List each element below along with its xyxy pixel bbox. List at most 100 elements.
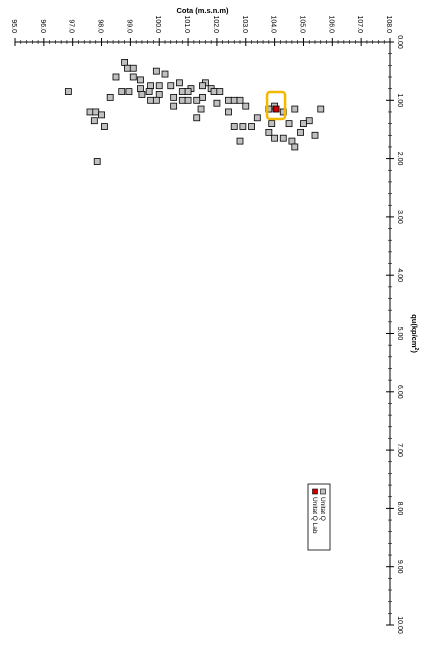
qu-axis-title-sup: 2 xyxy=(413,348,419,351)
cota-tick-label: 95.0 xyxy=(10,19,17,33)
data-point-unitat-q xyxy=(161,70,169,78)
data-point-unitat-q xyxy=(98,111,105,119)
cota-tick-label: 105.0 xyxy=(298,15,305,33)
data-point-unitat-q xyxy=(297,128,304,136)
legend-swatch xyxy=(312,488,318,495)
data-point-unitat-q xyxy=(193,96,201,104)
qu-tick-label: 1.00 xyxy=(396,93,403,107)
qu-tick-label: 4.00 xyxy=(396,268,403,282)
cota-tick-label: 97.0 xyxy=(68,19,75,33)
data-point-unitat-q xyxy=(305,117,313,125)
cota-tick-label: 104.0 xyxy=(270,15,277,33)
data-point-unitat-q xyxy=(210,88,218,95)
cota-tick-label: 108.0 xyxy=(385,15,392,33)
data-point-unitat-q xyxy=(129,64,137,72)
data-point-unitat-q xyxy=(178,88,186,95)
cota-tick-label: 99.0 xyxy=(125,19,132,33)
data-point-unitat-q xyxy=(90,117,98,125)
data-point-unitat-q xyxy=(64,88,72,95)
data-point-unitat-q xyxy=(121,59,129,66)
data-point-unitat-q xyxy=(147,96,154,104)
qu-axis-title: qu(kp/cm2) xyxy=(410,314,419,353)
qu-tick-label: 0.00 xyxy=(396,35,403,49)
data-point-unitat-q xyxy=(184,96,192,104)
data-point-unitat-q xyxy=(155,82,163,90)
data-point-unitat-q xyxy=(317,105,325,113)
data-point-unitat-q xyxy=(93,158,101,165)
cota-tick-label: 98.0 xyxy=(97,19,104,33)
qu-tick-label: 10.00 xyxy=(396,616,403,634)
data-point-unitat-q xyxy=(106,93,114,101)
data-point-unitat-q xyxy=(101,123,108,130)
qu-tick-label: 9.00 xyxy=(396,560,403,574)
qu-axis-title-tail: ) xyxy=(410,350,419,353)
data-point-unitat-q xyxy=(199,93,206,101)
data-point-unitat-q xyxy=(271,134,279,142)
qu-tick-label: 6.00 xyxy=(396,385,403,399)
data-point-unitat-q xyxy=(242,102,250,110)
data-point-unitat-q xyxy=(170,102,178,110)
data-point-unitat-q xyxy=(155,91,163,98)
data-point-unitat-q xyxy=(268,120,276,128)
data-point-unitat-q xyxy=(225,96,232,104)
cota-tick-label: 101.0 xyxy=(183,15,190,33)
qu-tick-label: 3.00 xyxy=(396,210,403,224)
data-point-unitat-q xyxy=(230,96,238,104)
data-point-unitat-q xyxy=(176,79,183,87)
data-point-unitat-q xyxy=(213,99,221,107)
data-point-unitat-q xyxy=(265,128,273,136)
data-point-unitat-q xyxy=(167,82,175,90)
data-point-unitat-q xyxy=(253,114,261,122)
cota-axis-title: Cota (m.s.n.m) xyxy=(176,6,229,15)
data-point-unitat-q xyxy=(137,76,144,84)
data-point-unitat-q xyxy=(225,108,232,116)
data-point-unitat-q xyxy=(311,131,319,139)
qu-tick-label: 2.00 xyxy=(396,152,403,166)
qu-tick-label: 5.00 xyxy=(396,327,403,341)
qu-tick-label: 7.00 xyxy=(396,443,403,457)
legend-label: Unitat Q Lab xyxy=(311,497,318,534)
data-point-unitat-q xyxy=(248,123,255,130)
data-point-unitat-q xyxy=(239,123,247,130)
data-point-unitat-q xyxy=(197,105,205,113)
data-point-unitat-q xyxy=(170,93,178,101)
data-point-unitat-q xyxy=(193,114,201,122)
chart-annotations xyxy=(265,90,287,121)
legend-label: Unitat Q xyxy=(319,497,326,521)
data-point-unitat-q xyxy=(291,143,299,151)
legend-swatch xyxy=(320,488,326,495)
chart-axis-labels: Cota (m.s.n.m) qu(kp/cm2) xyxy=(176,6,419,353)
data-point-unitat-q xyxy=(184,88,192,95)
legend-box xyxy=(307,483,331,551)
data-point-unitat-q xyxy=(236,96,244,104)
qu-axis-title-main: qu(kp/cm xyxy=(410,314,419,348)
chart-points xyxy=(64,59,325,165)
highlight-box xyxy=(265,90,287,121)
cota-tick-label: 100.0 xyxy=(154,15,161,33)
data-point-unitat-q xyxy=(300,120,307,128)
data-point-unitat-q xyxy=(138,91,146,98)
data-point-unitat-q xyxy=(147,82,154,90)
data-point-unitat-q-lab xyxy=(272,105,280,113)
chart-ticks: 95.0 96.0 97.0 98.0 99.0 100.0 101.0 102.0 103.0… xyxy=(10,15,403,633)
chart-axes xyxy=(15,41,391,625)
data-point-unitat-q xyxy=(152,96,160,104)
data-point-unitat-q xyxy=(129,73,137,81)
data-point-unitat-q xyxy=(86,108,94,116)
data-point-unitat-q xyxy=(152,67,160,75)
data-point-unitat-q xyxy=(118,88,126,95)
data-point-unitat-q xyxy=(279,134,287,142)
data-point-unitat-q xyxy=(291,105,299,113)
data-point-unitat-q xyxy=(199,82,206,90)
cota-tick-label: 96.0 xyxy=(39,19,46,33)
data-point-unitat-q xyxy=(92,108,100,116)
data-point-unitat-q xyxy=(236,137,244,145)
cota-tick-label: 107.0 xyxy=(356,15,363,33)
cota-tick-label: 102.0 xyxy=(212,15,219,33)
data-point-unitat-q xyxy=(125,88,133,95)
qu-tick-label: 8.00 xyxy=(396,502,403,516)
cota-tick-label: 103.0 xyxy=(241,15,248,33)
data-point-unitat-q xyxy=(178,96,186,104)
